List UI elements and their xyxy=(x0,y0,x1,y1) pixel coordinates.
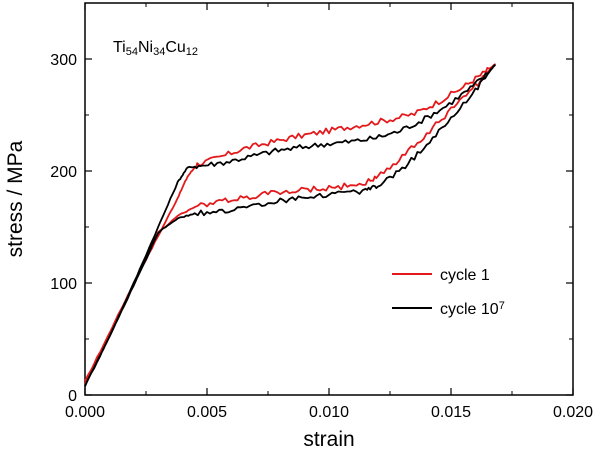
composition-subscript: 34 xyxy=(153,46,165,58)
composition-element: Ni xyxy=(138,39,153,56)
legend-label-base: cycle 1 xyxy=(440,267,490,284)
y-tick-label: 200 xyxy=(50,164,77,181)
y-axis-title: stress / MPa xyxy=(4,140,27,257)
composition-subscript: 54 xyxy=(126,46,138,58)
legend-label-superscript: 7 xyxy=(499,300,505,312)
legend-label-1: cycle 1 xyxy=(440,267,490,284)
series-line-2 xyxy=(84,64,496,387)
composition-subscript: 12 xyxy=(186,46,198,58)
x-tick-label: 0.015 xyxy=(431,404,471,421)
x-axis-title: strain xyxy=(303,428,354,451)
x-tick-label: 0.000 xyxy=(65,404,105,421)
y-tick-label: 0 xyxy=(68,388,77,405)
composition-element: Cu xyxy=(165,39,185,56)
y-tick-label: 100 xyxy=(50,276,77,293)
legend-label-base: cycle 10 xyxy=(440,301,499,318)
composition-element: Ti xyxy=(113,39,126,56)
legend: cycle 1 cycle 107 xyxy=(392,267,505,318)
plot-frame xyxy=(84,2,574,396)
x-tick-label: 0.020 xyxy=(553,404,593,421)
series-layer xyxy=(84,63,496,387)
y-tick-label: 300 xyxy=(50,52,77,69)
alloy-composition-label: Ti54Ni34Cu12 xyxy=(113,39,198,58)
legend-label-2: cycle 107 xyxy=(440,300,505,319)
x-tick-label: 0.005 xyxy=(187,404,227,421)
axis-ticks: 0.000 0.005 0.010 0.015 0.020 0 100 200 300 xyxy=(50,3,593,421)
x-tick-label: 0.010 xyxy=(309,404,349,421)
